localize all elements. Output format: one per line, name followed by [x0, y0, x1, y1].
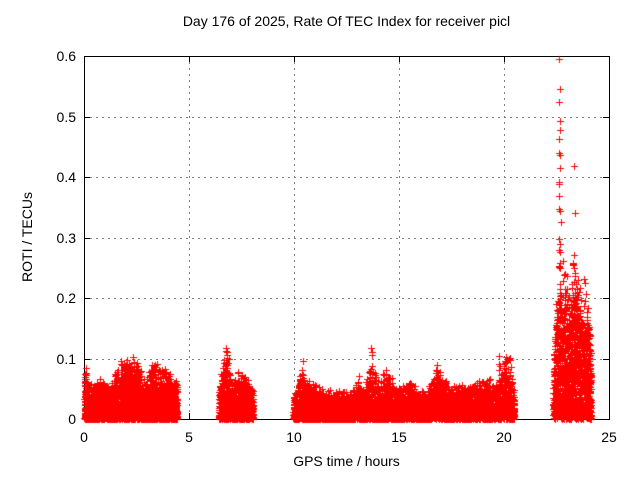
x-tick-label: 25 [601, 429, 617, 445]
x-tick-label: 5 [185, 429, 193, 445]
y-tick-label: 0.5 [56, 109, 76, 125]
y-tick-label: 0.1 [56, 351, 76, 367]
x-tick-label: 10 [286, 429, 302, 445]
y-tick-label: 0.6 [56, 48, 76, 64]
y-tick-label: 0.2 [56, 290, 76, 306]
y-tick-label: 0.3 [56, 230, 76, 246]
y-tick-label: 0 [68, 411, 76, 427]
x-tick-label: 15 [391, 429, 407, 445]
y-tick-label: 0.4 [56, 169, 76, 185]
x-tick-label: 0 [80, 429, 88, 445]
x-tick-label: 20 [496, 429, 512, 445]
